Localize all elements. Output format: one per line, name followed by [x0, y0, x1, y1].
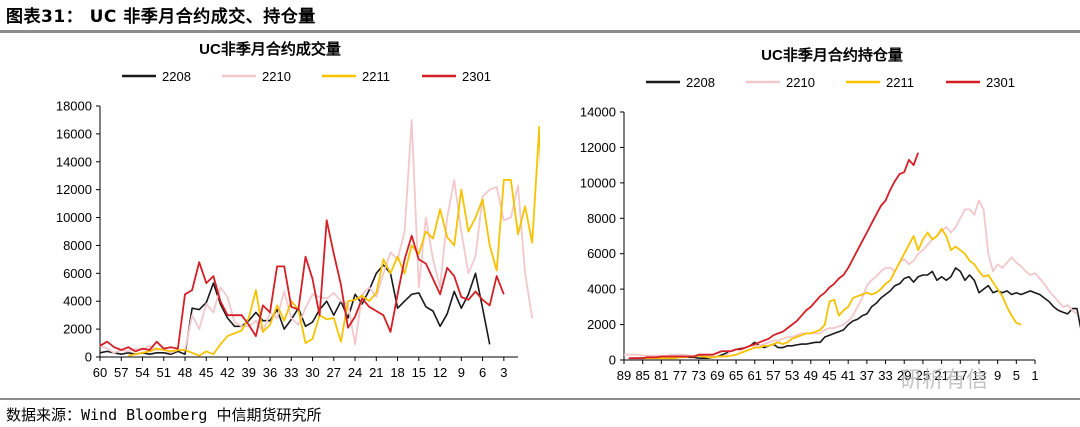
- x-tick-label: 89: [617, 368, 631, 383]
- x-tick-label: 9: [994, 368, 1001, 383]
- watermark: 研析有信: [900, 368, 989, 393]
- y-tick-label: 10000: [580, 175, 616, 190]
- data-source: 数据来源：Wind Bloomberg 中信期货研究所: [6, 406, 322, 424]
- figure-title: 图表31： UC 非季月合约成交、持仓量: [6, 7, 316, 27]
- legend-label-2210: 2210: [786, 75, 815, 90]
- series-line-2210: [624, 199, 1078, 358]
- x-tick-label: 25: [916, 368, 930, 383]
- x-tick-label: 54: [135, 365, 149, 380]
- x-tick-label: 53: [785, 368, 799, 383]
- y-tick-label: 14000: [56, 154, 92, 169]
- series-line-2210: [99, 119, 534, 354]
- series-line-2301: [99, 219, 505, 353]
- y-tick-label: 6000: [587, 246, 616, 261]
- x-tick-label: 69: [710, 368, 724, 383]
- x-tick-label: 27: [327, 365, 341, 380]
- x-tick-label: 77: [673, 368, 687, 383]
- series-line-2208: [99, 264, 491, 356]
- legend-label-2211: 2211: [362, 69, 390, 84]
- y-tick-label: 14000: [580, 105, 616, 120]
- y-tick-label: 2000: [587, 317, 616, 332]
- x-tick-label: 41: [841, 368, 855, 383]
- y-tick-label: 18000: [56, 99, 92, 114]
- x-tick-label: 12: [433, 365, 447, 380]
- x-tick-label: 57: [766, 368, 780, 383]
- x-tick-label: 17: [953, 368, 967, 383]
- x-tick-label: 33: [284, 365, 298, 380]
- x-tick-label: 15: [412, 365, 426, 380]
- x-tick-label: 6: [479, 365, 486, 380]
- x-tick-label: 9: [458, 365, 465, 380]
- x-tick-label: 18: [390, 365, 404, 380]
- x-tick-label: 57: [114, 365, 128, 380]
- series-line-2301: [628, 152, 920, 360]
- y-tick-label: 12000: [580, 140, 616, 155]
- y-tick-label: 16000: [56, 126, 92, 141]
- y-tick-label: 10000: [56, 210, 92, 225]
- legend-label-2208: 2208: [162, 69, 191, 84]
- legend-label-2211: 2211: [886, 75, 914, 90]
- x-tick-label: 24: [348, 365, 362, 380]
- y-tick-label: 12000: [56, 182, 92, 197]
- x-tick-label: 21: [369, 365, 383, 380]
- chart-title: UC非季月合约成交量: [199, 40, 341, 58]
- x-tick-label: 73: [691, 368, 705, 383]
- legend-label-2210: 2210: [262, 69, 291, 84]
- x-tick-label: 45: [199, 365, 213, 380]
- y-tick-label: 2000: [63, 322, 92, 337]
- x-tick-label: 42: [220, 365, 234, 380]
- series-line-2211: [128, 126, 540, 357]
- top-rule: [0, 30, 1080, 33]
- x-tick-label: 45: [822, 368, 836, 383]
- legend-label-2301: 2301: [986, 75, 1015, 90]
- x-tick-label: 60: [93, 365, 107, 380]
- legend-label-2208: 2208: [686, 75, 715, 90]
- x-tick-label: 51: [157, 365, 171, 380]
- y-tick-label: 8000: [587, 211, 616, 226]
- series-line-2208: [633, 267, 1080, 360]
- volume-chart: UC非季月合约成交量 2208 2210 2211 2301 0 2000 4000 6000 8…: [56, 40, 540, 380]
- x-tick-label: 21: [934, 368, 948, 383]
- x-tick-label: 5: [1013, 368, 1020, 383]
- legend-label-2301: 2301: [462, 69, 491, 84]
- x-tick-label: 29: [897, 368, 911, 383]
- series-line-2211: [642, 227, 1022, 360]
- x-tick-label: 37: [860, 368, 874, 383]
- open-interest-chart: UC非季月合约持仓量 2208 2210 2211 2301 0 2000 4000 6000 8…: [580, 46, 1080, 383]
- x-tick-label: 30: [305, 365, 319, 380]
- x-tick-label: 49: [804, 368, 818, 383]
- y-tick-label: 0: [85, 350, 92, 365]
- x-tick-label: 3: [500, 365, 507, 380]
- x-tick-label: 1: [1031, 368, 1038, 383]
- x-tick-label: 81: [654, 368, 668, 383]
- bottom-rule: [0, 398, 1080, 400]
- x-tick-label: 36: [263, 365, 277, 380]
- chart-title: UC非季月合约持仓量: [761, 46, 903, 64]
- y-tick-label: 8000: [63, 238, 92, 253]
- y-tick-label: 4000: [63, 294, 92, 309]
- x-tick-label: 39: [242, 365, 256, 380]
- y-tick-label: 0: [609, 353, 616, 368]
- x-tick-label: 13: [972, 368, 986, 383]
- x-tick-label: 61: [748, 368, 762, 383]
- x-tick-label: 85: [635, 368, 649, 383]
- x-tick-label: 65: [729, 368, 743, 383]
- x-tick-label: 48: [178, 365, 192, 380]
- x-tick-label: 33: [878, 368, 892, 383]
- y-tick-label: 6000: [63, 266, 92, 281]
- y-tick-label: 4000: [587, 282, 616, 297]
